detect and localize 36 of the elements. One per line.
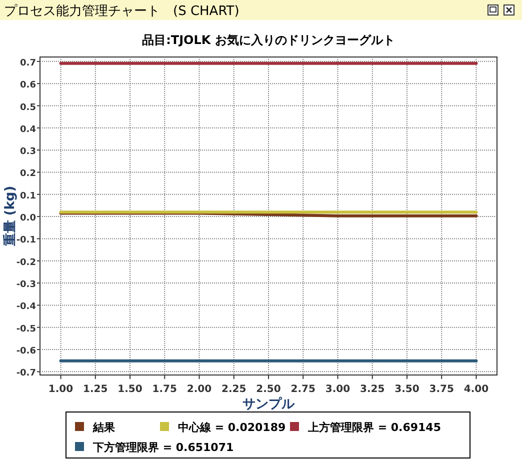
x-tick-label: 3.00: [325, 384, 350, 395]
chart-title: プロセス能力管理チャート (S CHART): [4, 4, 240, 19]
legend-label: 上方管理限界 = 0.69145: [307, 421, 441, 434]
y-tick-label: -0.7: [16, 368, 36, 379]
legend-label: 中心線 = 0.020189: [178, 421, 286, 434]
y-tick-label: 0.6: [20, 80, 36, 91]
x-tick-label: 1.75: [152, 384, 178, 395]
x-axis-title: サンプル: [242, 396, 296, 412]
legend-label: 下方管理限界 = 0.651071: [92, 441, 234, 454]
y-tick-label: 0.7: [20, 58, 36, 68]
y-tick-label: 0.2: [20, 169, 36, 180]
y-tick-label: -0.3: [16, 280, 36, 290]
x-tick-label: 1.25: [83, 384, 108, 395]
x-tick-label: 1.50: [118, 384, 142, 395]
x-tick-label: 2.75: [290, 384, 316, 395]
x-tick-label: 2.25: [222, 384, 246, 395]
y-tick-label: 0.4: [20, 124, 36, 135]
y-tick-label: -0.5: [16, 324, 36, 334]
y-tick-label: -0.4: [16, 302, 36, 312]
y-tick-label: 0.3: [20, 147, 36, 158]
y-tick-label: 0.1: [20, 191, 36, 202]
y-tick-label: -0.6: [16, 346, 36, 357]
x-tick-label: 2.00: [186, 384, 212, 395]
x-tick-label: 1.00: [48, 384, 74, 395]
x-tick-label: 2.50: [256, 384, 281, 395]
y-axis-title: 重量 (kg): [2, 186, 18, 248]
y-tick-label: 0.0: [20, 214, 36, 224]
y-tick-label: -0.2: [16, 258, 36, 268]
x-tick-label: 3.25: [360, 384, 385, 395]
chart-subtitle: 品目:TJOLK お気に入りのドリンクヨーグルト: [142, 33, 395, 47]
y-tick-label: 0.5: [20, 102, 36, 113]
x-tick-label: 3.75: [429, 384, 454, 395]
x-tick-label: 3.50: [394, 384, 420, 395]
legend-label: 結果: [92, 421, 116, 434]
x-tick-label: 4.00: [464, 384, 489, 395]
y-tick-label: -0.1: [16, 236, 36, 246]
